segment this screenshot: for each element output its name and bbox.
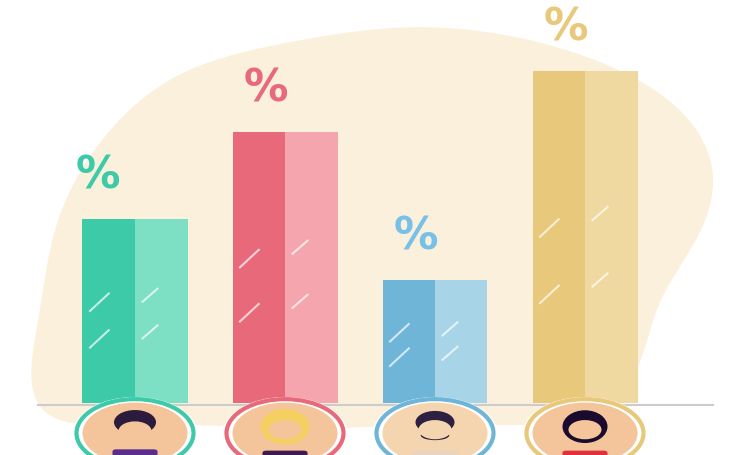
Bar — [382, 280, 435, 403]
FancyBboxPatch shape — [413, 450, 458, 455]
Text: %: % — [75, 154, 120, 197]
Text: %: % — [244, 67, 289, 110]
Circle shape — [223, 397, 347, 455]
Ellipse shape — [261, 409, 309, 444]
Ellipse shape — [562, 410, 608, 443]
Circle shape — [118, 421, 152, 440]
Bar — [82, 219, 135, 403]
FancyBboxPatch shape — [112, 450, 158, 455]
Circle shape — [82, 403, 188, 455]
Bar — [135, 219, 188, 403]
Bar — [585, 71, 638, 403]
Bar — [232, 132, 285, 403]
Circle shape — [232, 403, 338, 455]
Circle shape — [532, 403, 638, 455]
Text: %: % — [394, 216, 439, 258]
Polygon shape — [32, 27, 713, 429]
Circle shape — [373, 397, 497, 455]
FancyBboxPatch shape — [562, 450, 608, 455]
Circle shape — [382, 403, 488, 455]
FancyBboxPatch shape — [262, 450, 308, 455]
Bar — [532, 71, 585, 403]
Circle shape — [73, 397, 197, 455]
Circle shape — [416, 411, 454, 434]
Text: %: % — [544, 6, 589, 49]
Ellipse shape — [421, 430, 449, 440]
Circle shape — [419, 420, 452, 439]
Circle shape — [114, 410, 156, 435]
Circle shape — [568, 420, 602, 439]
Circle shape — [523, 397, 647, 455]
Bar — [285, 132, 338, 403]
Circle shape — [268, 420, 302, 439]
Bar — [435, 280, 488, 403]
